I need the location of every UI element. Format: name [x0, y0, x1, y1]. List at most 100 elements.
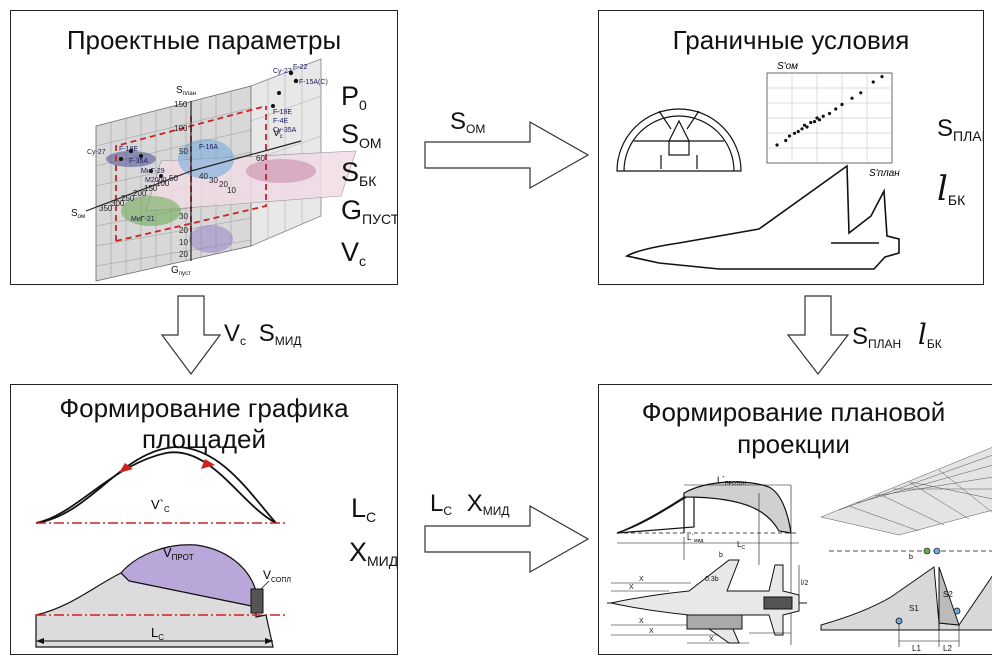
main-area [35, 572, 274, 648]
svg-text:Sом: Sом [71, 208, 85, 220]
cluster-pink [246, 159, 316, 183]
svg-text:60: 60 [256, 154, 265, 163]
svg-text:20: 20 [179, 226, 188, 235]
aircraft-points [119, 70, 299, 178]
svg-text:Cy-35A: Cy-35A [273, 127, 297, 134]
scatter-point [809, 120, 813, 125]
param-l-c: LС [351, 493, 377, 525]
arrow-left-down [160, 295, 222, 376]
area-curves-upper [35, 446, 277, 524]
cluster-navy [106, 151, 156, 167]
arrow-right-down [786, 295, 850, 375]
scatter-point [802, 123, 807, 127]
panel-title-line2: проекции [737, 429, 850, 459]
panel-title-line1: Формирование плановой [641, 397, 946, 427]
svg-text:V`С: V`С [151, 497, 170, 514]
svg-text:VПРОТ: VПРОТ [163, 545, 194, 562]
svg-text:300: 300 [111, 199, 125, 208]
scatter-point [880, 75, 884, 79]
scatter-point [817, 118, 822, 122]
svg-text:150: 150 [174, 100, 188, 109]
param-l-bk: lБК [937, 169, 966, 209]
tick-labels: 150 100 50 350 300 250 200 150 100 50 40… [99, 100, 265, 259]
svg-text:LC: LC [737, 540, 745, 551]
scatter-point [815, 116, 819, 120]
scatter-chart: S'ом S'план [766, 61, 900, 179]
cluster-blue [178, 139, 234, 179]
front-view-aircraft [616, 108, 742, 172]
param-s-bk: SБК [341, 157, 377, 189]
svg-text:20: 20 [179, 250, 188, 259]
arrow-top-label: SОМ [450, 108, 486, 136]
scatter-point [812, 120, 817, 124]
svg-text:F-4E: F-4E [273, 118, 289, 125]
scatter-point [859, 91, 863, 95]
svg-text:150: 150 [144, 184, 158, 193]
vprot-area [120, 544, 257, 608]
shift-arrow-right [201, 459, 215, 469]
param-s-om: SОМ [341, 119, 382, 151]
svg-text:F-18E: F-18E [119, 146, 138, 153]
svg-text:X: X [639, 618, 644, 625]
svg-text:50: 50 [179, 147, 188, 156]
svg-text:S'ом: S'ом [777, 61, 798, 72]
panel-plan-projection: Формирование плановой проекции L`ПРОТОН … [598, 384, 992, 655]
svg-text:0.3b: 0.3b [705, 576, 719, 583]
svg-text:50: 50 [169, 174, 178, 183]
panel-boundary-conditions: Граничные условия S'ом S'план [598, 10, 984, 285]
boundary-illustrations: S'ом S'план [616, 61, 900, 270]
svg-text:F-16A: F-16A [199, 144, 218, 151]
plan-projection-drawings: L`ПРОТОН L`мид LC X X X X X 0.3b b l/2 [607, 447, 992, 653]
scatter-point [792, 131, 797, 135]
panel-title: Граничные условия [672, 25, 910, 55]
cluster-violet [189, 225, 233, 253]
param-s-plan: SПЛАН [937, 115, 983, 144]
area-graph-plot: V`С VПРОТ VСОПЛ LС [35, 446, 291, 648]
wing-mesh-3d [820, 447, 992, 536]
svg-text:L1: L1 [912, 644, 921, 653]
svg-text:10: 10 [227, 186, 236, 195]
svg-text:10: 10 [179, 238, 188, 247]
side-view-aircraft [624, 164, 900, 270]
aircraft-tags: Cy-27 F-22 F-15A(C) F-18E F-4E Cy-35A Cy… [87, 64, 328, 223]
svg-text:VСОПЛ: VСОПЛ [263, 568, 291, 584]
cluster-green [121, 196, 181, 226]
scatter-point [827, 111, 832, 116]
scatter-point [821, 114, 825, 118]
arrow-left-label: Vc SМИД [224, 320, 302, 348]
svg-text:MиГ-21: MиГ-21 [131, 216, 155, 223]
svg-text:b: b [719, 552, 723, 559]
svg-text:100: 100 [156, 179, 170, 188]
svg-text:F-18E: F-18E [273, 109, 292, 116]
svg-text:20: 20 [219, 180, 228, 189]
area-profile [616, 481, 792, 534]
scatter-point [834, 107, 838, 111]
svg-text:200: 200 [133, 189, 147, 198]
svg-text:L`мид: L`мид [687, 533, 703, 544]
svg-text:F-15A(C): F-15A(C) [299, 79, 328, 86]
scatter-point [871, 80, 875, 84]
svg-text:Cy-27: Cy-27 [87, 149, 106, 156]
arrow-top-right [424, 120, 590, 190]
scatter-point [800, 127, 804, 131]
svg-text:30: 30 [209, 176, 218, 185]
svg-text:b: b [909, 554, 913, 561]
panel-title-line1: Формирование графика [59, 393, 349, 423]
svg-text:X: X [629, 584, 634, 591]
panel-design-parameters: Проектные параметры [10, 10, 398, 285]
scatter-point [850, 96, 854, 100]
param-g-pust: GПУСТ [341, 195, 398, 227]
svg-text:30: 30 [179, 212, 188, 221]
svg-text:X: X [649, 628, 654, 635]
param-v-c: Vc [341, 237, 367, 269]
svg-text:F-22: F-22 [293, 64, 308, 71]
arrow-right-label: SПЛАН lБК [852, 318, 942, 351]
axis-labels: Sплан Sом Vc Gпуст [71, 85, 283, 277]
panel-title: Проектные параметры [66, 25, 342, 55]
svg-text:S'план: S'план [869, 168, 900, 179]
svg-text:Cy-27: Cy-27 [273, 68, 292, 75]
svg-text:LС: LС [151, 625, 164, 642]
svg-text:L`ПРОТОН: L`ПРОТОН [717, 475, 746, 487]
svg-text:F-35A: F-35A [129, 158, 148, 165]
